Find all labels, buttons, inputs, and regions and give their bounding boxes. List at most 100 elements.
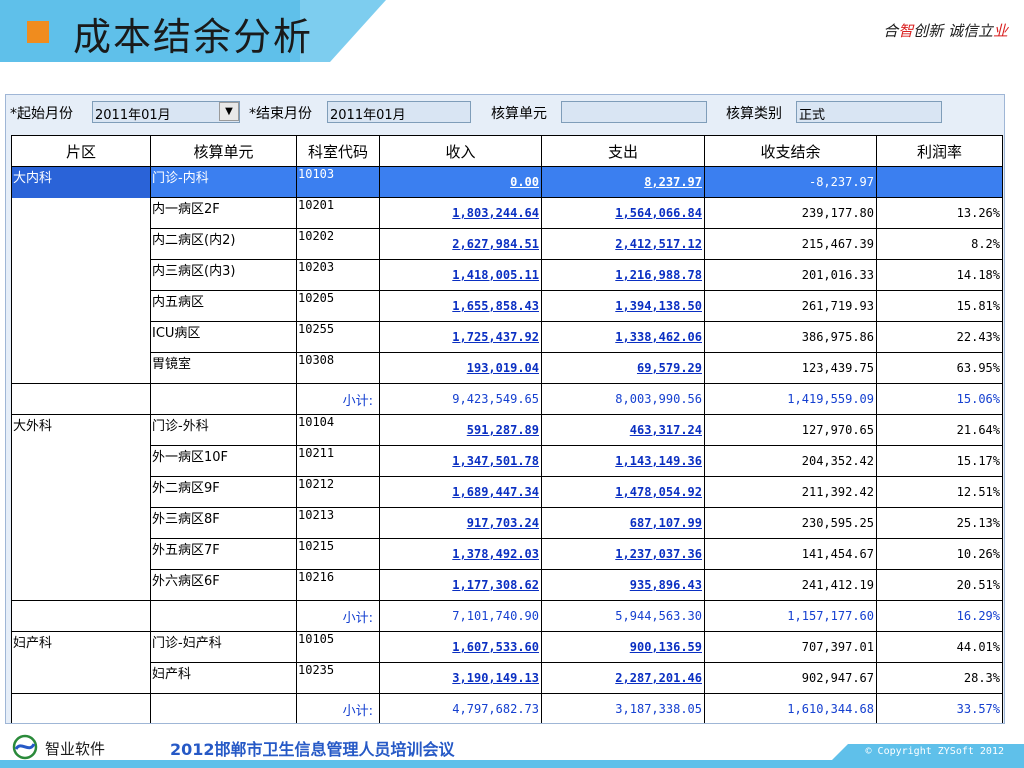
income-cell-value[interactable]: 1,418,005.11	[452, 268, 539, 282]
income-cell[interactable]: 591,287.89	[379, 414, 542, 446]
column-header[interactable]: 利润率	[876, 135, 1003, 167]
expense-cell[interactable]: 1,564,066.84	[541, 197, 705, 229]
table-row[interactable]: 大内科 门诊-内科 10103 0.00 8,237.97 -8,237.97	[11, 166, 1003, 198]
expense-cell[interactable]: 1,216,988.78	[541, 259, 705, 291]
expense-cell-value[interactable]: 935,896.43	[629, 578, 702, 592]
expense-cell[interactable]: 1,478,054.92	[541, 476, 705, 508]
column-header[interactable]: 收入	[379, 135, 542, 167]
table-row[interactable]: 胃镜室 10308 193,019.04 69,579.29 123,439.75 63.…	[11, 352, 1003, 384]
expense-cell-value[interactable]: 687,107.99	[629, 516, 702, 530]
expense-cell[interactable]: 1,237,037.36	[541, 538, 705, 570]
table-row[interactable]: ICU病区 10255 1,725,437.92 1,338,462.06 386,97…	[11, 321, 1003, 353]
slogan: 合智创新 诚信立业	[883, 20, 1008, 41]
expense-cell-value[interactable]: 2,287,201.46	[615, 671, 702, 685]
subtotal-row[interactable]: 小计: 9,423,549.65 8,003,990.56 1,419,559.09 1…	[11, 383, 1003, 415]
expense-cell[interactable]: 2,412,517.12	[541, 228, 705, 260]
table-row[interactable]: 内一病区2F 10201 1,803,244.64 1,564,066.84 239,1…	[11, 197, 1003, 229]
subtotal-row[interactable]: 小计: 4,797,682.73 3,187,338.05 1,610,344.68 3…	[11, 693, 1003, 723]
income-cell[interactable]: 1,347,501.78	[379, 445, 542, 477]
income-cell-value[interactable]: 1,725,437.92	[452, 330, 539, 344]
income-cell-value[interactable]: 1,378,492.03	[452, 547, 539, 561]
income-cell[interactable]: 193,019.04	[379, 352, 542, 384]
code-cell: 10235	[296, 662, 380, 694]
expense-cell-value[interactable]: 1,564,066.84	[615, 206, 702, 220]
subtotal-row[interactable]: 小计: 7,101,740.90 5,944,563.30 1,157,177.60 1…	[11, 600, 1003, 632]
code-cell: 10104	[296, 414, 380, 446]
income-cell[interactable]: 1,803,244.64	[379, 197, 542, 229]
income-cell-value[interactable]: 0.00	[510, 175, 539, 189]
expense-cell[interactable]: 687,107.99	[541, 507, 705, 539]
end-month-field[interactable]: 2011年01月	[327, 101, 471, 123]
start-month-select[interactable]: 2011年01月	[92, 101, 240, 123]
rate-cell: 15.81%	[876, 290, 1003, 322]
table-row[interactable]: 外二病区9F 10212 1,689,447.34 1,478,054.92 211,3…	[11, 476, 1003, 508]
expense-cell[interactable]: 1,338,462.06	[541, 321, 705, 353]
unit-field[interactable]	[561, 101, 707, 123]
expense-cell-value[interactable]: 1,216,988.78	[615, 268, 702, 282]
expense-cell[interactable]: 1,143,149.36	[541, 445, 705, 477]
expense-cell[interactable]: 900,136.59	[541, 631, 705, 663]
income-cell[interactable]: 1,655,858.43	[379, 290, 542, 322]
expense-cell-value[interactable]: 1,143,149.36	[615, 454, 702, 468]
expense-cell[interactable]: 8,237.97	[541, 166, 705, 198]
balance-cell: 902,947.67	[704, 662, 877, 694]
income-cell-value[interactable]: 1,347,501.78	[452, 454, 539, 468]
expense-cell[interactable]: 935,896.43	[541, 569, 705, 601]
income-cell-value[interactable]: 1,177,308.62	[452, 578, 539, 592]
expense-cell-value[interactable]: 463,317.24	[629, 423, 702, 437]
column-header[interactable]: 核算单元	[150, 135, 297, 167]
slogan-part: 创新 诚信立	[913, 22, 993, 40]
income-cell[interactable]: 3,190,149.13	[379, 662, 542, 694]
chevron-down-icon[interactable]: ▼	[219, 102, 239, 121]
expense-cell-value[interactable]: 2,412,517.12	[615, 237, 702, 251]
category-field[interactable]: 正式	[796, 101, 942, 123]
income-cell[interactable]: 0.00	[379, 166, 542, 198]
income-cell-value[interactable]: 1,689,447.34	[452, 485, 539, 499]
table-row[interactable]: 外三病区8F 10213 917,703.24 687,107.99 230,595.2…	[11, 507, 1003, 539]
table-row[interactable]: 外一病区10F 10211 1,347,501.78 1,143,149.36 204,…	[11, 445, 1003, 477]
area-cell	[11, 352, 151, 384]
area-cell	[11, 197, 151, 229]
expense-cell-value[interactable]: 69,579.29	[636, 361, 702, 375]
income-cell-value[interactable]: 917,703.24	[466, 516, 539, 530]
income-cell[interactable]: 917,703.24	[379, 507, 542, 539]
expense-cell-value[interactable]: 1,394,138.50	[615, 299, 702, 313]
table-row[interactable]: 大外科 门诊-外科 10104 591,287.89 463,317.24 127,970…	[11, 414, 1003, 446]
income-cell-value[interactable]: 2,627,984.51	[452, 237, 539, 251]
income-cell-value[interactable]: 3,190,149.13	[452, 671, 539, 685]
table-row[interactable]: 内五病区 10205 1,655,858.43 1,394,138.50 261,719…	[11, 290, 1003, 322]
expense-cell[interactable]: 2,287,201.46	[541, 662, 705, 694]
expense-cell[interactable]: 463,317.24	[541, 414, 705, 446]
column-header[interactable]: 支出	[541, 135, 705, 167]
expense-cell[interactable]: 1,394,138.50	[541, 290, 705, 322]
income-cell[interactable]: 2,627,984.51	[379, 228, 542, 260]
expense-cell-value[interactable]: 1,237,037.36	[615, 547, 702, 561]
income-cell[interactable]: 1,418,005.11	[379, 259, 542, 291]
table-row[interactable]: 内三病区(内3) 10203 1,418,005.11 1,216,988.78 201…	[11, 259, 1003, 291]
expense-cell-value[interactable]: 1,478,054.92	[615, 485, 702, 499]
expense-cell-value[interactable]: 8,237.97	[644, 175, 702, 189]
code-cell: 10205	[296, 290, 380, 322]
income-cell-value[interactable]: 193,019.04	[466, 361, 539, 375]
table-row[interactable]: 妇产科 10235 3,190,149.13 2,287,201.46 902,947.…	[11, 662, 1003, 694]
income-cell-value[interactable]: 1,607,533.60	[452, 640, 539, 654]
income-cell[interactable]: 1,177,308.62	[379, 569, 542, 601]
income-cell-value[interactable]: 591,287.89	[466, 423, 539, 437]
income-cell[interactable]: 1,607,533.60	[379, 631, 542, 663]
column-header[interactable]: 收支结余	[704, 135, 877, 167]
income-cell[interactable]: 1,378,492.03	[379, 538, 542, 570]
column-header[interactable]: 片区	[11, 135, 151, 167]
income-cell-value[interactable]: 1,803,244.64	[452, 206, 539, 220]
income-cell[interactable]: 1,689,447.34	[379, 476, 542, 508]
expense-cell-value[interactable]: 1,338,462.06	[615, 330, 702, 344]
income-cell[interactable]: 1,725,437.92	[379, 321, 542, 353]
table-row[interactable]: 内二病区(内2) 10202 2,627,984.51 2,412,517.12 215…	[11, 228, 1003, 260]
column-header[interactable]: 科室代码	[296, 135, 380, 167]
table-row[interactable]: 外六病区6F 10216 1,177,308.62 935,896.43 241,412…	[11, 569, 1003, 601]
income-cell-value[interactable]: 1,655,858.43	[452, 299, 539, 313]
expense-cell-value[interactable]: 900,136.59	[629, 640, 702, 654]
table-row[interactable]: 妇产科 门诊-妇产科 10105 1,607,533.60 900,136.59 707,…	[11, 631, 1003, 663]
balance-cell: 1,610,344.68	[704, 693, 877, 723]
table-row[interactable]: 外五病区7F 10215 1,378,492.03 1,237,037.36 141,4…	[11, 538, 1003, 570]
expense-cell[interactable]: 69,579.29	[541, 352, 705, 384]
